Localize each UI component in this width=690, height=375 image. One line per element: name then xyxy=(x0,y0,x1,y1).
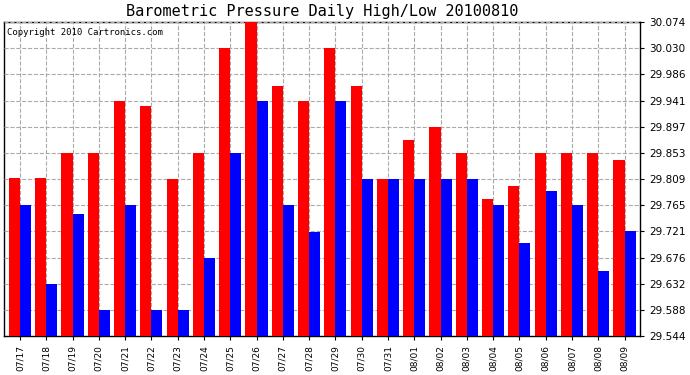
Bar xyxy=(493,205,504,336)
Bar xyxy=(624,231,635,336)
Bar xyxy=(204,258,215,336)
Bar xyxy=(351,86,362,336)
Bar xyxy=(388,179,399,336)
Bar xyxy=(587,153,598,336)
Bar xyxy=(377,179,388,336)
Bar xyxy=(572,205,583,336)
Bar xyxy=(230,153,241,336)
Bar xyxy=(35,178,46,336)
Bar xyxy=(219,48,230,336)
Bar xyxy=(246,22,257,336)
Bar xyxy=(403,140,414,336)
Bar xyxy=(125,205,136,336)
Bar xyxy=(440,179,451,336)
Bar xyxy=(598,271,609,336)
Title: Barometric Pressure Daily High/Low 20100810: Barometric Pressure Daily High/Low 20100… xyxy=(126,4,518,19)
Bar xyxy=(613,160,624,336)
Bar xyxy=(429,127,440,336)
Bar xyxy=(272,86,283,336)
Bar xyxy=(362,179,373,336)
Bar xyxy=(140,106,151,336)
Bar xyxy=(72,214,83,336)
Bar xyxy=(166,179,177,336)
Bar xyxy=(9,178,20,336)
Text: Copyright 2010 Cartronics.com: Copyright 2010 Cartronics.com xyxy=(8,28,164,37)
Bar xyxy=(99,310,110,336)
Bar xyxy=(520,243,531,336)
Bar xyxy=(88,153,99,336)
Bar xyxy=(561,153,572,336)
Bar xyxy=(456,153,467,336)
Bar xyxy=(257,100,268,336)
Bar xyxy=(151,310,162,336)
Bar xyxy=(335,101,346,336)
Bar xyxy=(509,186,520,336)
Bar xyxy=(482,199,493,336)
Bar xyxy=(177,310,188,336)
Bar xyxy=(193,153,204,336)
Bar xyxy=(324,48,335,336)
Bar xyxy=(298,100,309,336)
Bar xyxy=(46,284,57,336)
Bar xyxy=(61,153,72,336)
Bar xyxy=(414,179,425,336)
Bar xyxy=(467,179,478,336)
Bar xyxy=(114,100,125,336)
Bar xyxy=(309,231,320,336)
Bar xyxy=(283,205,294,336)
Bar xyxy=(546,191,557,336)
Bar xyxy=(535,153,546,336)
Bar xyxy=(20,205,31,336)
